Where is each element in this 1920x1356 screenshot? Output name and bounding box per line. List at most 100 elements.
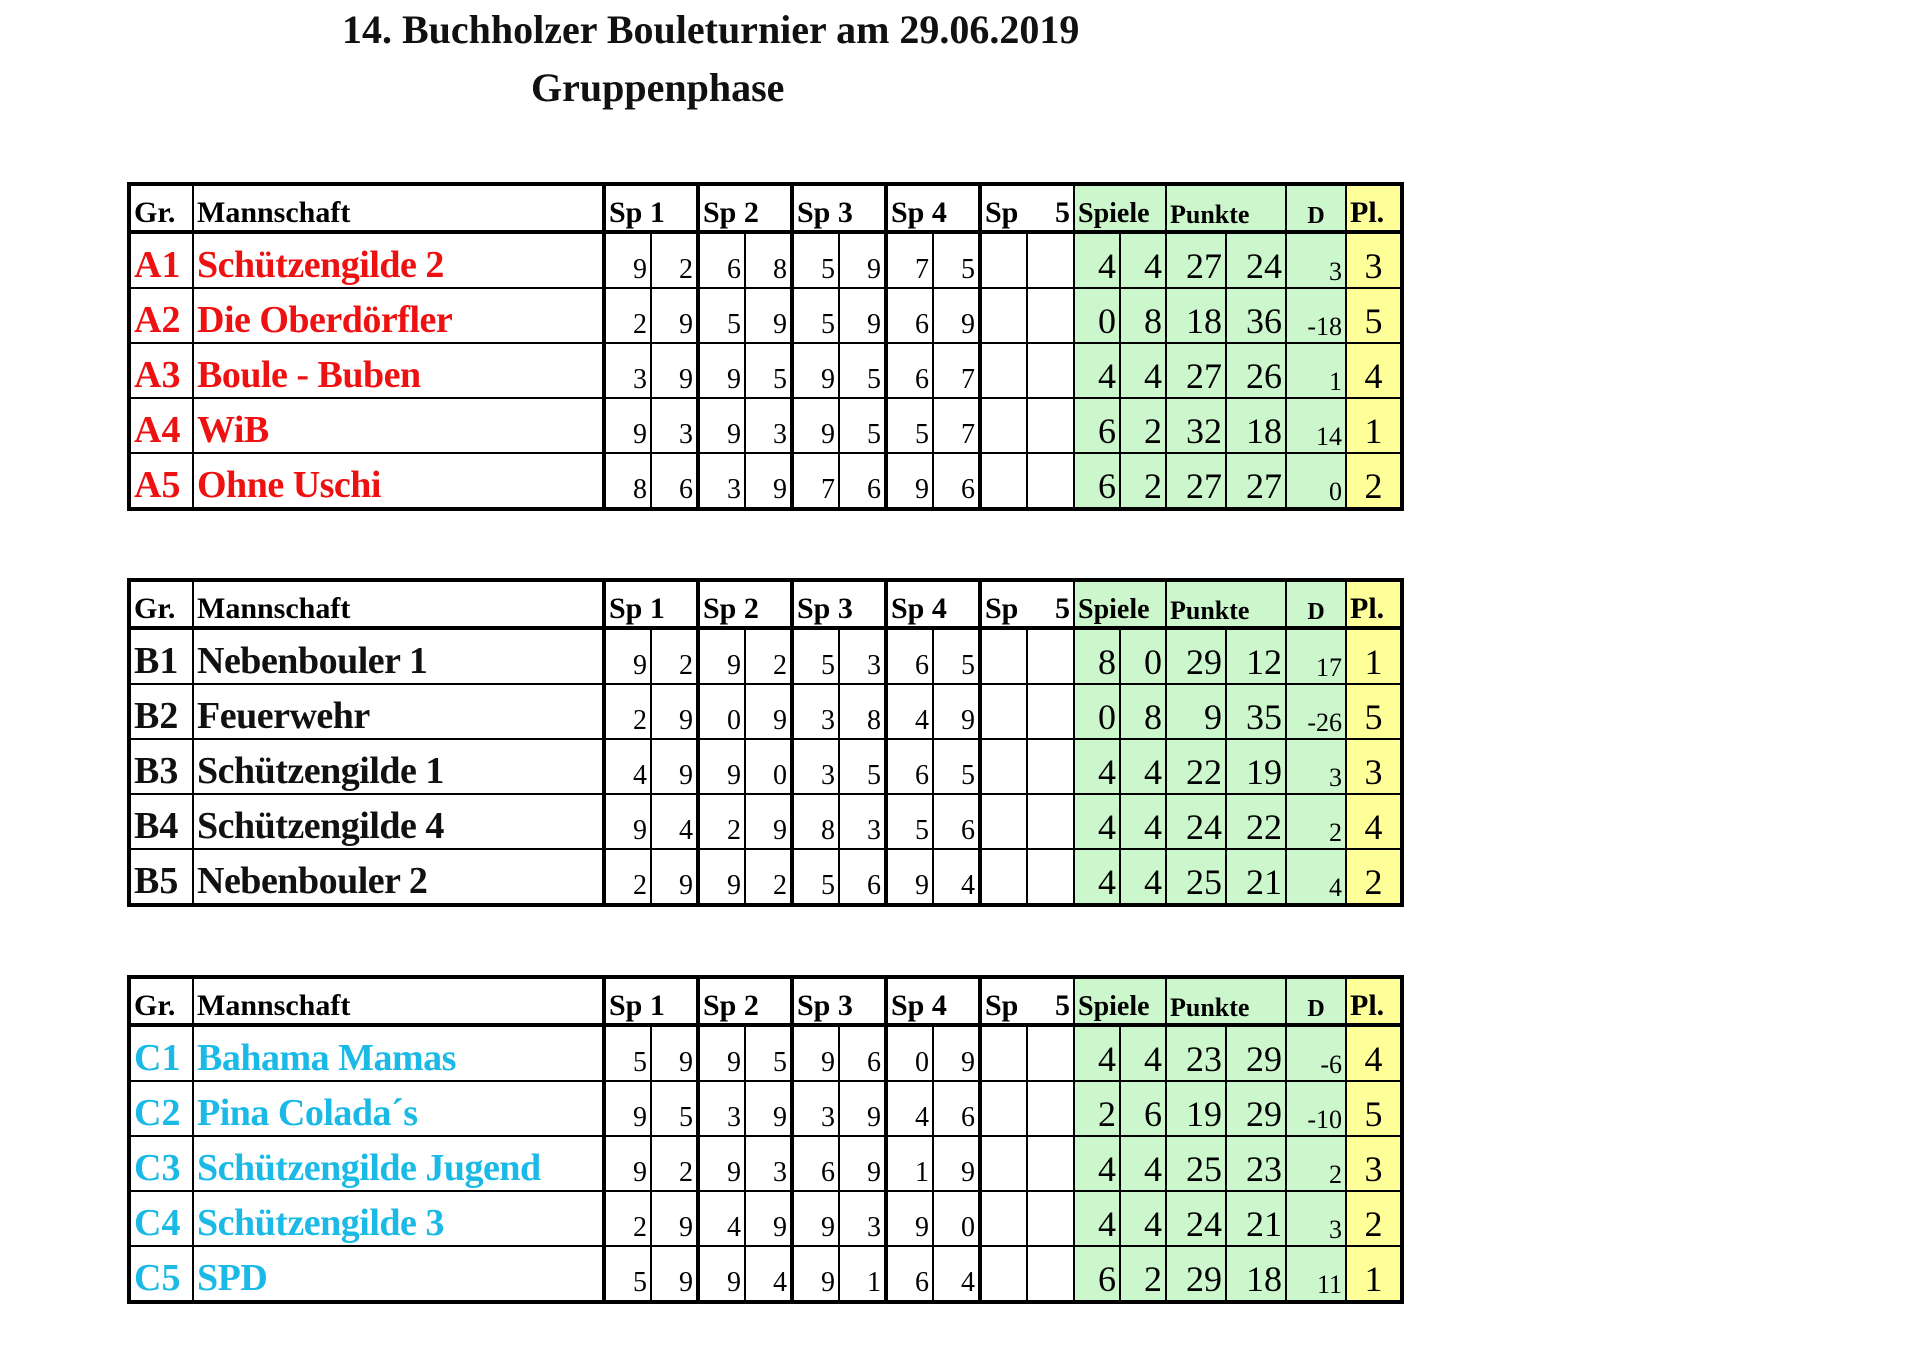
game-score-empty xyxy=(978,1245,1028,1303)
header-sp5: Sp 5 xyxy=(978,976,1075,1026)
game-score-empty xyxy=(978,683,1028,740)
table-row: C2 Pina Colada´s 9 5 3 9 3 9 4 6 2 6 19 29 -10 5 xyxy=(128,1080,1403,1137)
header-sp3: Sp 3 xyxy=(790,183,887,233)
game-score: 5 xyxy=(838,342,887,399)
game-score: 5 xyxy=(790,287,840,344)
game-score: 9 xyxy=(744,1190,793,1247)
game-score: 9 xyxy=(696,342,746,399)
game-score-empty xyxy=(1026,1080,1075,1137)
team-name: Pina Colada´s xyxy=(192,1080,605,1137)
game-score: 3 xyxy=(696,1080,746,1137)
team-name: Schützengilde 4 xyxy=(192,793,605,850)
game-score: 9 xyxy=(650,342,699,399)
game-score: 3 xyxy=(744,1135,793,1192)
punkte-value: 25 xyxy=(1165,848,1227,906)
table-row: C4 Schützengilde 3 2 9 4 9 9 3 9 0 4 4 24 21 3 2 xyxy=(128,1190,1403,1247)
game-score: 5 xyxy=(838,738,887,795)
game-score: 8 xyxy=(744,231,793,289)
game-score: 9 xyxy=(650,1190,699,1247)
team-name: Feuerwehr xyxy=(192,683,605,740)
table-row: C3 Schützengilde Jugend 9 2 9 3 6 9 1 9 4 4 25 23 2 3 xyxy=(128,1135,1403,1192)
difference-value: 3 xyxy=(1285,1190,1347,1247)
game-score: 6 xyxy=(838,452,887,510)
group-position: C5 xyxy=(128,1245,194,1303)
game-score: 9 xyxy=(932,1135,981,1192)
game-score: 5 xyxy=(650,1080,699,1137)
difference-value: -26 xyxy=(1285,683,1347,740)
group-position: B3 xyxy=(128,738,194,795)
game-score: 9 xyxy=(602,231,652,289)
game-score: 9 xyxy=(932,1024,981,1082)
spiele-value: 4 xyxy=(1073,1190,1121,1247)
team-name: Schützengilde 1 xyxy=(192,738,605,795)
punkte-value: 36 xyxy=(1225,287,1287,344)
game-score: 5 xyxy=(790,848,840,906)
header-gr: Gr. xyxy=(128,976,194,1026)
game-score: 0 xyxy=(884,1024,934,1082)
placement-value: 1 xyxy=(1345,1245,1403,1303)
game-score: 2 xyxy=(602,1190,652,1247)
game-score: 2 xyxy=(744,627,793,685)
game-score: 9 xyxy=(884,1190,934,1247)
game-score: 2 xyxy=(650,627,699,685)
game-score-empty xyxy=(978,397,1028,454)
table-row: A1 Schützengilde 2 9 2 6 8 5 9 7 5 4 4 27 24 3 3 xyxy=(128,231,1403,289)
game-score-empty xyxy=(1026,1024,1075,1082)
game-score: 9 xyxy=(602,1080,652,1137)
game-score-empty xyxy=(978,848,1028,906)
game-score: 3 xyxy=(838,793,887,850)
game-score: 5 xyxy=(790,627,840,685)
header-punkte: Punkte xyxy=(1165,183,1287,233)
game-score: 9 xyxy=(884,452,934,510)
game-score-empty xyxy=(1026,1245,1075,1303)
punkte-value: 23 xyxy=(1225,1135,1287,1192)
game-score: 9 xyxy=(932,287,981,344)
game-score-empty xyxy=(978,1024,1028,1082)
punkte-value: 29 xyxy=(1225,1080,1287,1137)
spiele-value: 4 xyxy=(1073,231,1121,289)
difference-value: -18 xyxy=(1285,287,1347,344)
game-score: 1 xyxy=(838,1245,887,1303)
difference-value: 14 xyxy=(1285,397,1347,454)
header-sp5-number: 5 xyxy=(1055,592,1070,625)
team-name: Boule - Buben xyxy=(192,342,605,399)
header-gr: Gr. xyxy=(128,183,194,233)
game-score: 6 xyxy=(790,1135,840,1192)
spiele-value: 8 xyxy=(1119,287,1167,344)
game-score: 9 xyxy=(650,1024,699,1082)
game-score: 3 xyxy=(744,397,793,454)
header-row: Gr. Mannschaft Sp 1 Sp 2 Sp 3 Sp 4 Sp 5 Spiele Pu… xyxy=(128,183,1403,233)
placement-value: 3 xyxy=(1345,231,1403,289)
punkte-value: 22 xyxy=(1165,738,1227,795)
team-name: WiB xyxy=(192,397,605,454)
header-sp5: Sp 5 xyxy=(978,579,1075,629)
table-row: C1 Bahama Mamas 5 9 9 5 9 6 0 9 4 4 23 29 -6 4 xyxy=(128,1024,1403,1082)
game-score: 9 xyxy=(602,627,652,685)
spiele-value: 8 xyxy=(1073,627,1121,685)
page-title: 14. Buchholzer Bouleturnier am 29.06.201… xyxy=(342,7,1080,52)
table-row: B1 Nebenbouler 1 9 2 9 2 5 3 6 5 8 0 29 12 17 1 xyxy=(128,627,1403,685)
header-team: Mannschaft xyxy=(192,579,605,629)
game-score: 6 xyxy=(932,452,981,510)
game-score-empty xyxy=(1026,287,1075,344)
game-score: 9 xyxy=(744,287,793,344)
spiele-value: 4 xyxy=(1119,231,1167,289)
game-score-empty xyxy=(978,452,1028,510)
punkte-value: 29 xyxy=(1165,1245,1227,1303)
group-position: B1 xyxy=(128,627,194,685)
spiele-value: 4 xyxy=(1073,1135,1121,1192)
spiele-value: 4 xyxy=(1119,793,1167,850)
game-score: 2 xyxy=(744,848,793,906)
punkte-value: 27 xyxy=(1165,342,1227,399)
header-sp2: Sp 2 xyxy=(696,976,793,1026)
spiele-value: 4 xyxy=(1119,1190,1167,1247)
header-sp2: Sp 2 xyxy=(696,183,793,233)
spiele-value: 6 xyxy=(1073,397,1121,454)
placement-value: 5 xyxy=(1345,1080,1403,1137)
game-score-empty xyxy=(978,231,1028,289)
game-score: 4 xyxy=(744,1245,793,1303)
header-gr: Gr. xyxy=(128,579,194,629)
team-name: Bahama Mamas xyxy=(192,1024,605,1082)
game-score: 9 xyxy=(932,683,981,740)
header-sp4: Sp 4 xyxy=(884,976,981,1026)
